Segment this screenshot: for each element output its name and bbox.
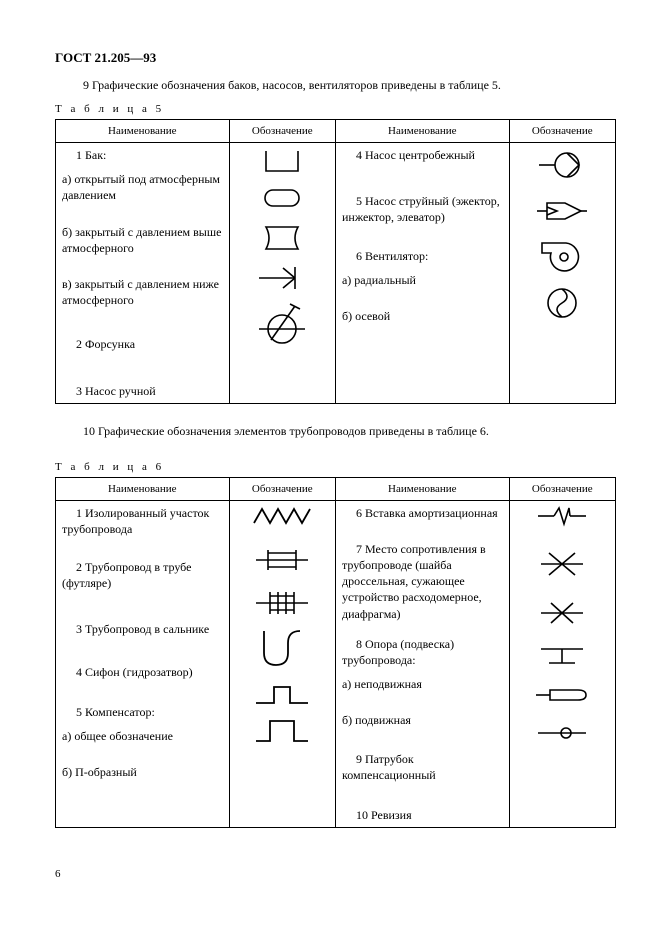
table-6: Наименование Обозначение Наименование Об… [55,477,616,828]
t5-item-6c: б) осевой [342,308,503,324]
table6-hdr-sym-r: Обозначение [509,477,615,500]
t6-item-5a: а) общее обозначение [62,728,223,744]
compensator-u-icon [254,717,310,745]
intro-table6: 10 Графические обозначения элементов тру… [55,424,616,439]
table6-hdr-name-r: Наименование [335,477,509,500]
t6-item-8h: 8 Опора (подвеска) трубопровода: [342,636,503,668]
t6-item-1: 1 Изолированный участок трубопровода [62,505,223,537]
insulation-icon [252,505,312,527]
table6-hdr-sym-l: Обозначение [229,477,335,500]
sliding-support-icon [539,641,585,667]
pipe-casing-icon [254,547,310,573]
damper-insert-icon [536,505,588,527]
tank-open-icon [260,147,304,175]
radial-fan-icon [538,237,586,275]
t5-left-symbols [229,143,335,404]
t5-item-6a: а) радиальный [342,272,503,288]
siphon-icon [258,627,306,669]
t5-right-symbols [509,143,615,404]
t6-item-7: 7 Место сопротивления в трубопроводе (ша… [342,541,503,622]
compensator-general-icon [254,681,310,707]
t5-right-names: 4 Насос центробежный 5 Насос струйный (э… [335,143,509,404]
table-5: Наименование Обозначение Наименование Об… [55,119,616,404]
t6-item-6: 6 Вставка амортизационная [342,505,503,521]
table5-hdr-sym-l: Обозначение [229,120,335,143]
t5-item-1a: а) открытый под атмосферным давлением [62,171,223,203]
t5-item-1-header: 1 Бак: [62,147,223,163]
t6-item-10: 10 Ревизия [342,807,503,823]
t5-item-1c: в) закрытый с давлением ниже атмосферног… [62,276,223,308]
compensating-branch-icon [534,685,590,705]
t5-item-3: 3 Насос ручной [62,383,223,399]
t6-item-3: 3 Трубопровод в сальнике [62,621,223,637]
table6-hdr-name-l: Наименование [56,477,230,500]
centrifugal-pump-icon [537,147,587,183]
table5-hdr-name-r: Наименование [335,120,509,143]
axial-fan-icon [542,285,582,321]
table5-hdr-name-l: Наименование [56,120,230,143]
page: ГОСТ 21.205—93 9 Графические обозначения… [0,0,661,910]
t6-left-symbols [229,500,335,827]
t5-item-2: 2 Форсунка [62,336,223,352]
t6-item-2: 2 Трубопровод в трубе (футляре) [62,559,223,591]
fixed-support-icon [539,599,585,627]
t6-right-symbols [509,500,615,827]
tank-closed-high-icon [260,185,304,211]
t5-item-1b: б) закрытый с давлением выше атмосферног… [62,224,223,256]
t5-item-4: 4 Насос центробежный [342,147,503,163]
tank-closed-low-icon [260,223,304,253]
page-number: 6 [55,868,616,880]
nozzle-icon [257,263,307,293]
table6-label: Т а б л и ц а 6 [55,461,616,473]
table5-hdr-sym-r: Обозначение [509,120,615,143]
orifice-icon [539,549,585,579]
t6-left-names: 1 Изолированный участок трубопровода 2 Т… [56,500,230,827]
t6-item-8b: б) подвижная [342,712,503,728]
t6-right-names: 6 Вставка амортизационная 7 Место сопрот… [335,500,509,827]
t6-item-5h: 5 Компенсатор: [62,704,223,720]
jet-pump-icon [535,197,589,225]
hand-pump-icon [257,303,307,349]
t5-item-5: 5 Насос струйный (эжектор, инжектор, эле… [342,193,503,225]
document-id: ГОСТ 21.205—93 [55,50,616,66]
t6-item-9: 9 Патрубок компенсационный [342,751,503,783]
t5-left-names: 1 Бак: а) открытый под атмосферным давле… [56,143,230,404]
t5-item-6-header: 6 Вентилятор: [342,248,503,264]
t6-item-5b: б) П-образный [62,764,223,780]
intro-table5: 9 Графические обозначения баков, насосов… [55,78,616,93]
t6-item-8a: а) неподвижная [342,676,503,692]
pipe-gland-icon [254,589,310,617]
t6-item-4: 4 Сифон (гидрозатвор) [62,664,223,680]
table5-label: Т а б л и ц а 5 [55,103,616,115]
revision-icon [536,723,588,743]
